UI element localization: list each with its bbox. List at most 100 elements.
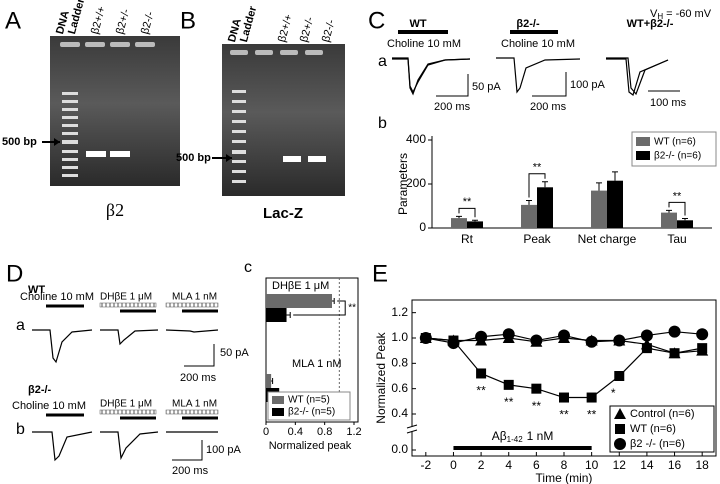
marker: [696, 328, 709, 341]
gel-caption: Lac-Z: [263, 205, 303, 222]
marker: [530, 334, 543, 347]
lane-label: β2-/-: [320, 18, 338, 43]
error-bar: [666, 209, 672, 213]
error-bar: [682, 218, 688, 221]
y-tick-label: 0: [419, 220, 426, 234]
scale-y: 100 pA: [206, 444, 242, 456]
vh-value: = -60 mV: [666, 8, 712, 20]
y-tick-label: 0.8: [391, 356, 408, 370]
significance-bracket: [458, 207, 476, 218]
significance-label: **: [463, 196, 472, 208]
holding-potential: VH = -60 mV: [650, 8, 712, 21]
scale-x: 200 ms: [172, 465, 209, 477]
bar: [266, 294, 332, 308]
bar: [661, 212, 677, 228]
bar: [607, 180, 623, 228]
x-tick-label: 4: [505, 458, 512, 472]
lane-label: β2-/-: [139, 10, 157, 35]
scale-x: 200 ms: [530, 101, 567, 113]
y-tick-label: 200: [406, 176, 426, 190]
legend-label: β2 -/- (n=6): [630, 438, 685, 450]
lane-label: β2+/-: [114, 7, 132, 35]
drug-label: Choline 10 mM: [501, 38, 575, 50]
legend-label: β2-/- (n=5): [288, 407, 335, 418]
series-line: [425, 337, 703, 399]
y-tick-label: 0.0: [391, 442, 408, 456]
significance-label: **: [532, 399, 542, 413]
lane-label: Ladder: [66, 0, 87, 36]
legend-swatch: [636, 137, 650, 146]
panel-label: D: [6, 260, 23, 287]
marker: [502, 328, 515, 341]
panel-label: C: [368, 7, 385, 34]
error-bar: [472, 219, 478, 222]
gel-caption: β2: [106, 200, 124, 220]
marker-label: 500 bp: [2, 136, 37, 148]
x-axis-label: Normalized peak: [269, 440, 352, 452]
significance-bracket: [293, 300, 346, 316]
x-tick-label: Net charge: [578, 232, 637, 246]
marker: [586, 392, 597, 403]
marker: [447, 337, 460, 350]
legend-box: [609, 405, 715, 453]
axis-break: [406, 424, 418, 434]
marker: [697, 343, 708, 354]
error-bar: [286, 312, 291, 318]
marker: [614, 371, 625, 381]
scale-x: 200 ms: [180, 372, 217, 384]
bar: [467, 221, 483, 228]
marker: [503, 379, 514, 390]
marker: [476, 368, 487, 379]
category-label: MLA 1 nM: [292, 358, 342, 370]
x-tick-label: 6: [533, 458, 540, 472]
category-label: DHβE 1 μM: [272, 280, 329, 292]
x-tick-label: 14: [640, 458, 654, 472]
plot-frame: [265, 277, 359, 423]
scale-y: 100 pA: [570, 79, 606, 91]
lane-label: β2+/-: [298, 15, 316, 43]
marker: [614, 408, 626, 419]
sublabel: c: [244, 259, 252, 276]
marker: [669, 348, 680, 359]
drug-label: Choline 10 mM: [387, 38, 461, 50]
treatment-label: Aβ1-42 1 nM: [492, 429, 554, 444]
significance-label: **: [504, 395, 514, 409]
drug-label: DHβE 1 μM: [100, 292, 152, 303]
treatment-label-main: Aβ: [492, 429, 507, 443]
scale-y: 50 pA: [472, 81, 501, 93]
drug-label: MLA 1 nM: [172, 399, 217, 410]
x-tick-label: 8: [561, 458, 568, 472]
panel-label: B: [180, 7, 196, 34]
error-bar: [456, 215, 462, 219]
x-tick-label: 2: [478, 458, 485, 472]
lane-label: β2+/+: [89, 5, 108, 35]
error-bar: [271, 378, 274, 384]
legend-label: WT (n=6): [630, 423, 676, 435]
significance-label: **: [559, 408, 569, 422]
x-tick-label: 12: [613, 458, 627, 472]
marker: [613, 334, 626, 347]
error-bar: [526, 200, 532, 205]
y-tick-label: 1.2: [391, 305, 408, 319]
error-bar: [596, 182, 602, 191]
trace-title: β2-/-: [516, 18, 540, 30]
trace-title: WT+β2-/-: [627, 18, 674, 30]
drug-label: Choline 10 mM: [20, 291, 94, 303]
x-tick-label: -2: [420, 458, 431, 472]
marker: [531, 383, 542, 394]
legend-swatch: [272, 396, 284, 404]
sublabel: b: [378, 115, 387, 132]
lane-label: DNA: [54, 9, 72, 35]
marker: [558, 329, 570, 342]
y-axis-label: Normalized Peak: [374, 331, 388, 423]
drug-label: MLA 1 nM: [172, 292, 217, 303]
y-axis-label: Parameters: [396, 153, 410, 215]
sublabel: a: [16, 317, 25, 334]
x-tick-label: 1.2: [346, 426, 361, 438]
y-tick-label: 0.4: [391, 406, 408, 420]
bar: [521, 204, 537, 228]
marker: [585, 335, 598, 348]
panel-label: E: [372, 260, 388, 287]
x-tick-label: 0.4: [288, 426, 303, 438]
lane-label: DNA: [226, 17, 244, 43]
